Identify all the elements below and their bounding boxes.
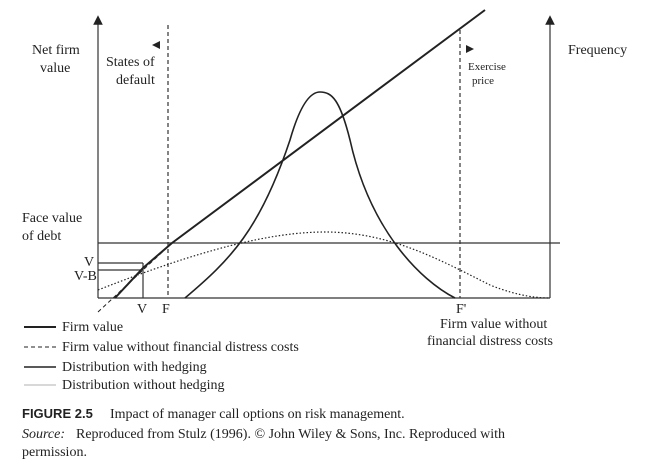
label: Firm value without xyxy=(440,317,547,332)
label: value xyxy=(40,61,70,76)
figure-number: FIGURE 2.5 xyxy=(22,406,93,421)
label: of debt xyxy=(22,229,61,244)
label: V-B xyxy=(74,269,97,284)
source-text: permission. xyxy=(22,445,87,460)
curves xyxy=(97,9,551,313)
legend-label: Distribution without hedging xyxy=(62,378,225,393)
source-text: Reproduced from Stulz (1996). © John Wil… xyxy=(76,427,505,442)
label: V xyxy=(84,255,94,270)
label: F' xyxy=(456,302,466,317)
label: Frequency xyxy=(568,43,627,58)
source-label: Source: xyxy=(22,427,65,442)
left-arrow xyxy=(152,41,160,49)
right-arrow xyxy=(466,45,474,53)
label: price xyxy=(472,75,494,87)
label: V xyxy=(137,302,147,317)
caption: FIGURE 2.5 Impact of manager call option… xyxy=(22,406,505,460)
label: Exercise xyxy=(468,61,506,73)
label: Face value xyxy=(22,211,82,226)
legend-label: Firm value without financial distress co… xyxy=(62,340,299,355)
legend-label: Distribution with hedging xyxy=(62,360,207,375)
axes xyxy=(93,15,560,299)
labels: Net firm value States of default Exercis… xyxy=(22,43,627,349)
label: Net firm xyxy=(32,43,80,58)
label: default xyxy=(116,73,155,88)
label: F xyxy=(162,302,170,317)
caption-title: Impact of manager call options on risk m… xyxy=(110,407,405,422)
label: States of xyxy=(106,55,155,70)
label: financial distress costs xyxy=(427,334,553,349)
legend-label: Firm value xyxy=(62,320,123,335)
legend: Firm value Firm value without financial … xyxy=(24,320,299,393)
